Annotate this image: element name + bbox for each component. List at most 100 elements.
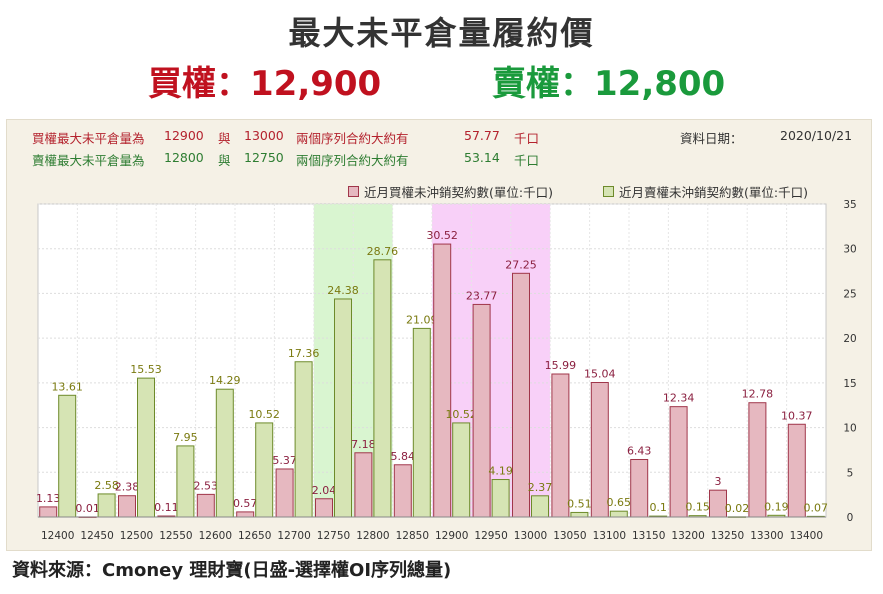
x-tick-label: 12750 [317,530,350,542]
call-bar-label: 2.53 [194,479,219,492]
put-bar-label: 10.52 [445,408,477,421]
call-unit: 千口 [514,131,540,146]
page-title: 最大未平倉量履約價 [288,14,595,52]
put-bar [531,495,549,518]
x-tick-label: 13050 [553,530,586,542]
date-label: 資料日期： [680,131,743,146]
put-bar-label: 0.07 [804,501,829,514]
x-tick-label: 12400 [41,530,74,542]
put-bar-label: 24.38 [327,284,359,297]
put-bar [452,422,471,518]
call-bar [196,493,215,518]
y-tick-label: 30 [843,244,856,256]
x-tick-label: 12700 [277,530,310,542]
call-strike-2: 13000 [244,128,284,143]
call-bar [315,498,333,518]
x-tick-label: 12900 [435,530,468,542]
date-value: 2020/10/21 [780,128,853,143]
call-bar-label: 6.43 [627,444,652,457]
x-tick-label: 12550 [159,530,192,542]
put-bar-label: 2.58 [94,479,119,492]
put-bar-label: 15.53 [130,363,162,376]
put-bar-label: 13.61 [51,380,83,393]
put-bar [491,479,510,518]
put-bar-label: 0.51 [567,497,592,510]
call-amount: 57.77 [464,128,500,143]
put-bar [334,298,352,518]
put-bar [412,327,431,518]
put-bar-label: 17.36 [288,347,320,360]
call-bar [630,458,649,518]
call-bar-label: 15.99 [545,359,577,372]
put-bar [137,377,155,518]
x-tick-label: 13000 [514,530,547,542]
call-bar [433,243,452,518]
x-tick-label: 13250 [711,530,744,542]
call-bar-label: 12.78 [742,388,774,401]
y-tick-label: 15 [843,378,856,390]
x-tick-label: 12450 [80,530,113,542]
x-tick-label: 13150 [632,530,665,542]
call-conj: 與 [218,131,231,146]
call-bar-label: 10.37 [781,409,813,422]
put-bar [215,388,234,518]
call-bar [275,468,294,518]
y-tick-label: 20 [843,333,856,345]
put-bar-label: 28.76 [367,245,399,258]
put-bar [609,510,628,518]
put-strike-1: 12800 [164,150,204,165]
call-bar-label: 12.34 [663,392,695,405]
put-unit: 千口 [514,153,540,168]
put-bar [176,445,195,518]
call-strike-1: 12900 [164,128,204,143]
x-tick-label: 12500 [120,530,153,542]
x-tick-label: 13100 [593,530,626,542]
call-bar [236,511,255,518]
call-bar [393,464,412,518]
put-bar-label: 2.37 [528,481,553,494]
call-bar-label: 3 [715,475,722,488]
x-tick-label: 12800 [356,530,389,542]
put-strike-2: 12750 [244,150,284,165]
legend-call-swatch [348,186,359,197]
put-bar [97,493,116,518]
x-tick-label: 12950 [474,530,507,542]
x-tick-label: 13200 [671,530,704,542]
put-bar-label: 4.19 [488,465,513,478]
call-bar-label: 7.18 [351,438,376,451]
call-bar [551,373,570,518]
call-bar-label: 30.52 [426,229,458,242]
call-bar-label: 2.04 [312,484,337,497]
put-bar [373,259,392,518]
call-info-label: 買權最大未平倉量為 [32,131,145,146]
legend-call-label: 近月買權未沖銷契約數(單位:千口) [364,185,553,200]
put-max-oi-headline: 賣權：12,800 [492,64,726,104]
x-tick-label: 12600 [199,530,232,542]
put-conj: 與 [218,153,231,168]
put-bar-label: 0.65 [607,496,632,509]
legend-put-label: 近月賣權未沖銷契約數(單位:千口) [619,185,808,200]
put-info-label: 賣權最大未平倉量為 [32,153,145,168]
put-amount: 53.14 [464,150,500,165]
put-bar [570,511,589,518]
put-bar [58,394,77,518]
call-bar [118,495,136,518]
y-tick-label: 10 [843,423,856,435]
y-tick-label: 35 [843,199,856,211]
put-bar-label: 0.02 [725,502,750,515]
call-bar-label: 0.57 [233,497,258,510]
put-bar-label: 14.29 [209,374,241,387]
put-bar-label: 0.1 [649,501,667,514]
call-bar-label: 0.11 [154,501,179,514]
call-bar-label: 27.25 [505,258,537,271]
highlight-band-pink [432,204,551,517]
put-bar-label: 7.95 [173,431,198,444]
call-bar-label: 23.77 [466,289,498,302]
legend-put-swatch [603,186,614,197]
x-tick-label: 13300 [750,530,783,542]
y-tick-label: 0 [847,512,854,524]
call-bar-label: 15.04 [584,367,616,380]
call-desc: 兩個序列合約大約有 [296,131,409,146]
put-bar-label: 0.15 [685,501,710,514]
x-tick-label: 12850 [396,530,429,542]
